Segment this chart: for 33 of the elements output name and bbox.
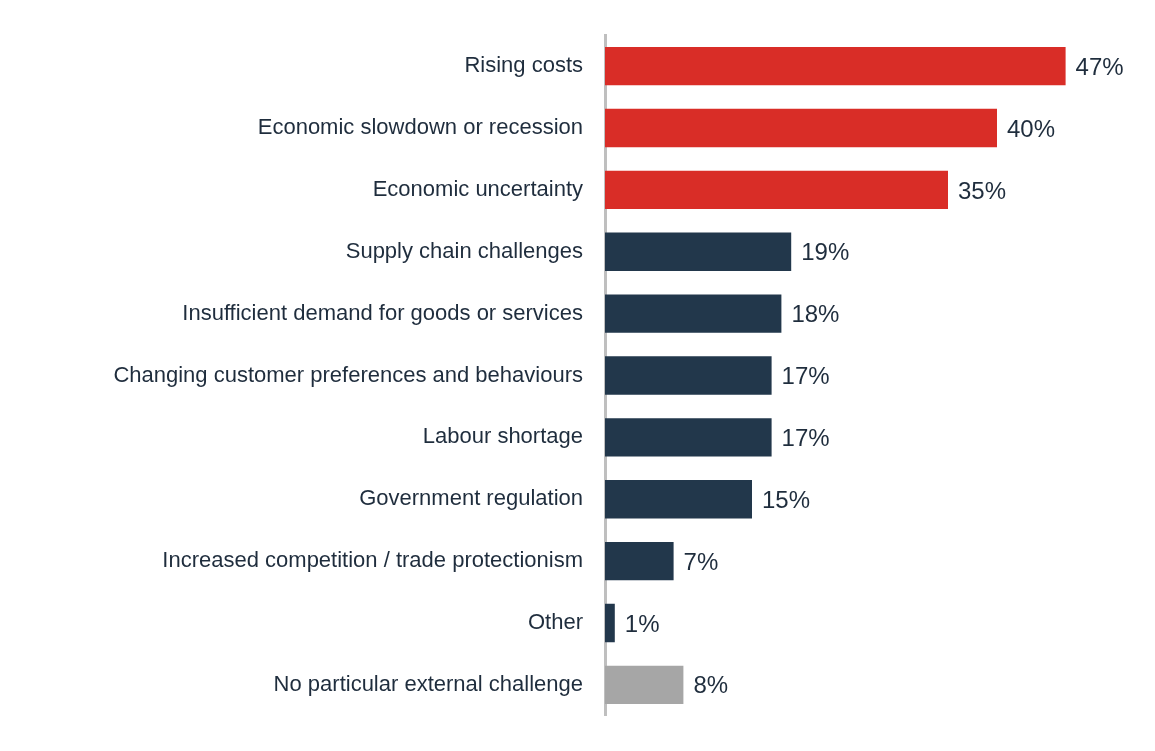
data-label: 40%: [1007, 114, 1056, 142]
data-label: 7%: [683, 547, 719, 575]
y-tick-label: Insufficient demand for goods or services: [182, 299, 583, 325]
y-tick-label: Labour shortage: [422, 423, 583, 449]
data-label: 19%: [801, 238, 850, 266]
bar: [605, 108, 997, 148]
y-tick-label: Rising costs: [464, 52, 583, 78]
data-label: 47%: [1075, 52, 1124, 80]
y-tick-label: Government regulation: [359, 485, 583, 511]
data-label: 1%: [624, 609, 660, 637]
bar: [605, 603, 615, 643]
bar: [605, 46, 1066, 86]
bar: [605, 170, 948, 210]
y-tick-label: Increased competition / trade protectionism: [162, 547, 583, 573]
y-tick-label: No particular external challenge: [273, 670, 583, 696]
data-label: 35%: [958, 176, 1007, 204]
y-tick-label: Economic slowdown or recession: [257, 114, 583, 140]
data-label: 15%: [762, 485, 811, 513]
data-label: 8%: [693, 671, 729, 699]
y-tick-label: Changing customer preferences and behaviours: [113, 361, 583, 387]
bar: [605, 665, 684, 705]
data-label: 18%: [791, 300, 840, 328]
bar: [605, 232, 792, 271]
bar: [605, 294, 782, 333]
y-tick-label: Economic uncertainty: [372, 175, 583, 201]
data-label: 17%: [781, 424, 830, 451]
bar: [605, 418, 772, 457]
data-label: 17%: [781, 362, 830, 390]
bar: [605, 480, 752, 519]
y-tick-label: Other: [527, 609, 583, 635]
bar: [605, 541, 674, 581]
y-tick-label: Supply chain challenges: [345, 237, 583, 263]
bar: [605, 356, 772, 395]
